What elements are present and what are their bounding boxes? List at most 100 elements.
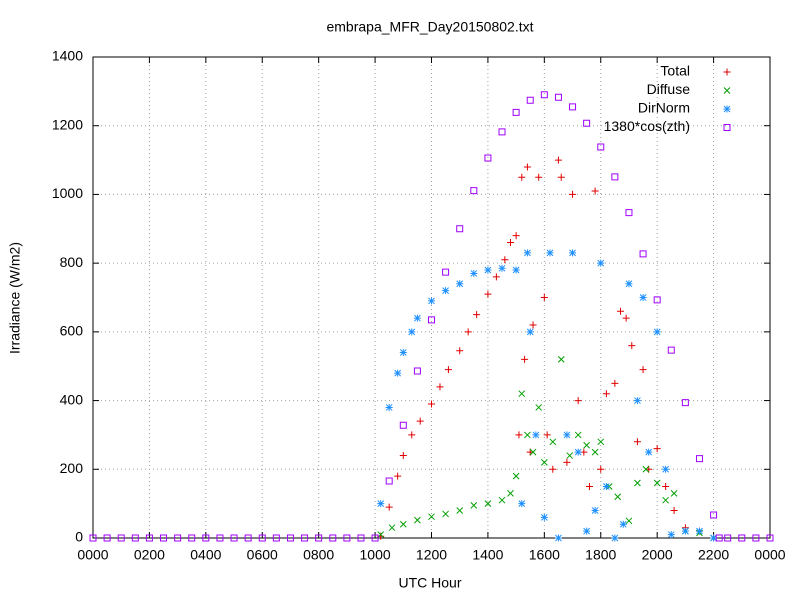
legend-label: DirNorm — [638, 100, 690, 116]
legend-marker — [723, 87, 731, 94]
data-point — [540, 513, 548, 521]
data-point — [554, 93, 562, 101]
data-point — [464, 328, 472, 336]
data-point — [436, 383, 444, 391]
data-point — [394, 369, 402, 377]
data-point — [408, 328, 416, 336]
x-tick-label: 0800 — [303, 547, 334, 563]
data-point — [244, 534, 252, 542]
data-point — [738, 534, 746, 542]
data-point — [681, 527, 689, 535]
data-point — [428, 297, 435, 305]
data-point — [518, 173, 526, 181]
data-point — [639, 366, 647, 374]
data-point — [512, 472, 520, 480]
data-point — [622, 314, 630, 322]
x-tick-label: 1000 — [360, 547, 391, 563]
data-point — [529, 321, 537, 329]
data-point — [526, 96, 534, 104]
data-point — [752, 534, 760, 542]
data-point — [681, 399, 689, 407]
data-point — [518, 390, 526, 398]
data-point — [662, 482, 670, 490]
data-point — [611, 173, 619, 181]
x-tick-label: 1600 — [529, 547, 560, 563]
x-tick-label: 0600 — [247, 547, 278, 563]
legend-label: 1380*cos(zth) — [604, 118, 690, 134]
data-point — [526, 328, 534, 336]
data-point — [484, 290, 492, 298]
data-point — [444, 366, 452, 374]
data-point — [414, 516, 421, 524]
data-point — [428, 513, 435, 521]
legend-label: Total — [660, 63, 690, 79]
data-point — [518, 500, 526, 508]
data-point — [473, 311, 481, 319]
data-point — [662, 496, 669, 504]
data-point — [597, 465, 605, 473]
data-point — [597, 259, 605, 267]
data-point — [377, 500, 385, 508]
data-point — [428, 316, 435, 324]
data-point — [512, 232, 520, 240]
data-point — [216, 534, 224, 542]
data-point — [507, 489, 514, 497]
chart-title: embrapa_MFR_Day20150802.txt — [326, 19, 533, 35]
y-tick-label: 400 — [60, 391, 84, 407]
data-point — [117, 534, 125, 542]
y-tick-label: 0 — [75, 529, 83, 545]
data-point — [501, 256, 509, 264]
data-point — [523, 163, 531, 171]
x-tick-label: 1200 — [416, 547, 447, 563]
data-point — [653, 445, 661, 453]
data-point — [456, 280, 464, 288]
data-point — [532, 431, 540, 439]
data-point — [653, 296, 661, 304]
data-point — [442, 510, 449, 518]
data-point — [557, 173, 565, 181]
data-point — [625, 280, 633, 288]
data-point — [667, 346, 675, 354]
data-point — [523, 249, 531, 257]
data-point — [602, 482, 610, 490]
data-point — [554, 534, 562, 542]
data-point — [614, 493, 622, 501]
data-point — [399, 348, 407, 356]
data-point — [625, 209, 633, 217]
data-point — [715, 534, 723, 542]
data-point — [160, 534, 168, 542]
data-point — [286, 534, 294, 542]
data-point — [377, 531, 385, 538]
data-point — [202, 534, 210, 542]
data-point — [470, 269, 478, 277]
x-axis-label: UTC Hour — [398, 575, 461, 591]
data-point — [357, 534, 365, 542]
data-point — [484, 266, 492, 274]
data-point — [529, 448, 537, 456]
data-point — [724, 534, 732, 542]
data-point — [540, 91, 548, 99]
data-point — [535, 404, 543, 411]
data-point — [563, 431, 571, 439]
data-point — [597, 143, 605, 151]
data-point — [512, 266, 520, 274]
data-point — [645, 448, 653, 456]
data-point — [174, 534, 182, 542]
data-point — [540, 459, 548, 466]
data-point — [188, 534, 196, 542]
data-point — [399, 520, 407, 528]
data-point — [566, 452, 574, 459]
data-point — [569, 249, 577, 257]
data-point — [591, 448, 599, 456]
data-point — [653, 328, 661, 336]
data-point — [329, 534, 337, 542]
data-point — [642, 465, 650, 473]
data-point — [574, 448, 582, 456]
x-tick-label: 1400 — [472, 547, 503, 563]
data-point — [470, 187, 478, 195]
data-point — [574, 397, 582, 405]
data-point — [258, 534, 266, 542]
y-tick-label: 200 — [60, 460, 84, 476]
data-point — [766, 534, 774, 542]
x-tick-label: 2200 — [698, 547, 729, 563]
